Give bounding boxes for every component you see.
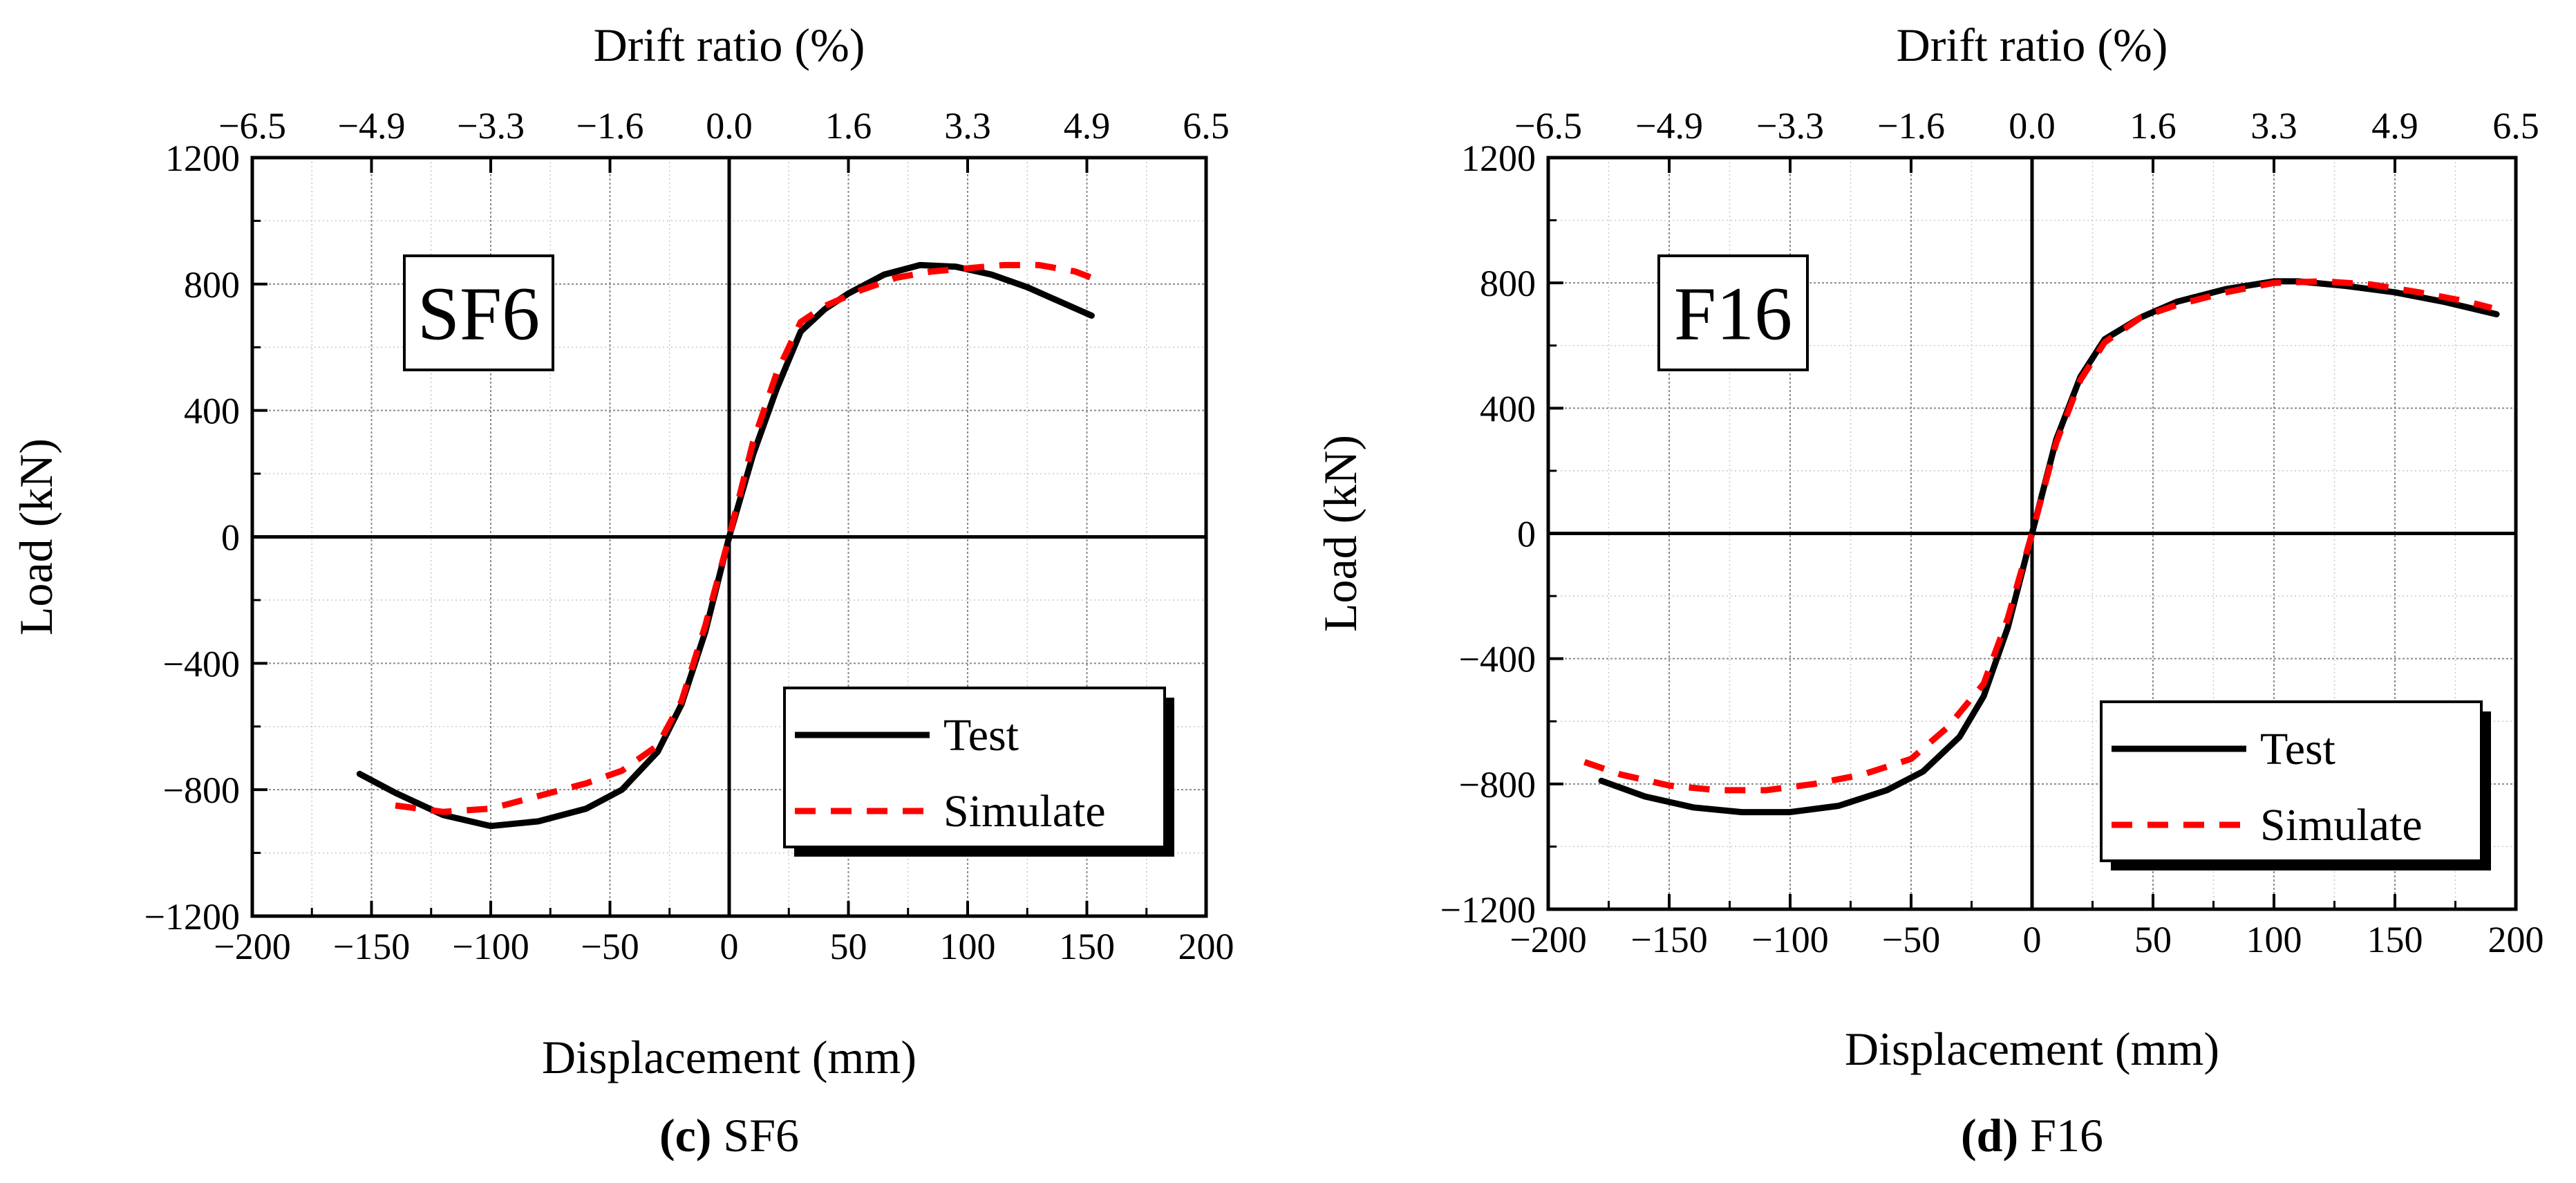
panel-c-ytick-label: −1200 <box>144 896 240 938</box>
panel-c-xtick-label: −50 <box>581 926 639 967</box>
panel-c-chart: −200 −150 −100 −50 0 50 100 150 200 −6.5 −4.9 −3.3 −… <box>10 19 1234 1162</box>
panel-d-ytick-label: 400 <box>1480 388 1536 429</box>
panel-c-caption-name: SF6 <box>711 1109 799 1162</box>
panel-d-ytick-label: 1200 <box>1461 138 1536 179</box>
panel-d-xtick-label: 100 <box>2246 919 2302 960</box>
panel-c-ytick-label: −800 <box>163 770 240 811</box>
panel-d-chart: −200 −150 −100 −50 0 50 100 150 200 −6.5 −4.9 −3.3 −… <box>1314 19 2544 1162</box>
panel-d-caption-name: F16 <box>2018 1109 2103 1162</box>
panel-c-caption: (c) SF6 <box>659 1109 799 1162</box>
panel-d-x-axis-title: Displacement (mm) <box>1845 1023 2219 1075</box>
panel-d-top-tick-label: 4.9 <box>2371 105 2418 147</box>
panel-c-xtick-label: 0 <box>720 926 739 967</box>
panel-d-top-tick-label: 6.5 <box>2492 105 2539 147</box>
panel-c-ytick-label: 0 <box>221 517 240 559</box>
panel-c-top-tick-label: −4.9 <box>338 105 406 147</box>
panel-c-top-tick-label: −1.6 <box>576 105 644 147</box>
panel-c-top-tick-label: 3.3 <box>944 105 991 147</box>
panel-d-ytick-label: −400 <box>1459 639 1536 680</box>
panel-d-label-box <box>1657 254 1809 371</box>
panel-d-y-axis-title: Load (kN) <box>1314 435 1366 632</box>
panel-c-top-tick-label: 1.6 <box>825 105 872 147</box>
panel-d-xtick-label: 50 <box>2134 919 2172 960</box>
panel-d-xtick-label: −200 <box>1510 919 1586 960</box>
panel-d-top-tick-label: −1.6 <box>1877 105 1945 147</box>
panel-d-xtick-label: −150 <box>1630 919 1707 960</box>
panel-d-top-axis-title: Drift ratio (%) <box>1897 19 2168 71</box>
panel-d-xtick-label: 200 <box>2488 919 2544 960</box>
panel-c-xtick-label: 50 <box>830 926 867 967</box>
panel-c-xtick-label: 100 <box>940 926 996 967</box>
panel-d-top-tick-label: −4.9 <box>1635 105 1703 147</box>
panel-d-legend-label-simulate: Simulate <box>2260 800 2423 850</box>
panel-d-top-tick-label: −6.5 <box>1514 105 1582 147</box>
panel-c-y-axis-title: Load (kN) <box>10 438 62 635</box>
panel-d-xtick-label: 150 <box>2367 919 2423 960</box>
panel-d-label: F16 <box>1674 272 1792 356</box>
panel-d-top-tick-label: 0.0 <box>2009 105 2056 147</box>
panel-c-label-box <box>403 254 554 371</box>
panel-c-xtick-label: −100 <box>452 926 529 967</box>
panel-c-ytick-label: 800 <box>184 264 240 306</box>
panel-c-caption-letter: (c) <box>659 1109 711 1162</box>
panel-c-legend: Test Simulate <box>783 687 1174 857</box>
panel-c-x-axis-title: Displacement (mm) <box>542 1031 916 1083</box>
panel-c-ytick-label: −400 <box>163 643 240 684</box>
panel-c-top-tick-label: 6.5 <box>1183 105 1230 147</box>
panel-d-top-tick-label: 1.6 <box>2130 105 2177 147</box>
panel-c-top-tick-label: −6.5 <box>218 105 286 147</box>
panel-d-ytick-label: −800 <box>1459 764 1536 805</box>
panel-c-ytick-label: 400 <box>184 391 240 432</box>
panel-d-legend-box <box>2100 700 2483 862</box>
panel-d-legend: Test Simulate <box>2100 700 2491 870</box>
panel-c-xtick-label: −150 <box>333 926 410 967</box>
panel-d-xtick-label: −100 <box>1751 919 1828 960</box>
panel-c-top-tick-label: −3.3 <box>457 105 525 147</box>
panel-d-ytick-label: −1200 <box>1440 889 1536 931</box>
panel-c-label: SF6 <box>417 272 540 356</box>
panel-c-top-tick-label: 0.0 <box>706 105 753 147</box>
panel-c-legend-box <box>783 687 1166 848</box>
panel-c-legend-label-simulate: Simulate <box>943 786 1106 837</box>
panel-c-legend-label-test: Test <box>943 710 1019 761</box>
panel-d-legend-label-test: Test <box>2260 724 2335 774</box>
panel-d-xtick-label: −50 <box>1882 919 1940 960</box>
panel-d-caption-letter: (d) <box>1961 1109 2018 1162</box>
panel-d-ytick-label: 0 <box>1517 514 1536 555</box>
panel-c-ytick-label: 1200 <box>165 138 240 179</box>
panel-d-top-tick-label: −3.3 <box>1756 105 1824 147</box>
panel-c-xtick-label: 200 <box>1178 926 1234 967</box>
panel-c-top-axis-title: Drift ratio (%) <box>594 19 865 71</box>
panel-c-top-tick-label: 4.9 <box>1064 105 1111 147</box>
panel-d-ytick-label: 800 <box>1480 263 1536 304</box>
panel-c-xtick-label: −200 <box>214 926 290 967</box>
panel-c-xtick-label: 150 <box>1059 926 1115 967</box>
panel-d-caption: (d) F16 <box>1961 1109 2103 1162</box>
panel-d-xtick-label: 0 <box>2023 919 2042 960</box>
panel-d-top-tick-label: 3.3 <box>2250 105 2297 147</box>
